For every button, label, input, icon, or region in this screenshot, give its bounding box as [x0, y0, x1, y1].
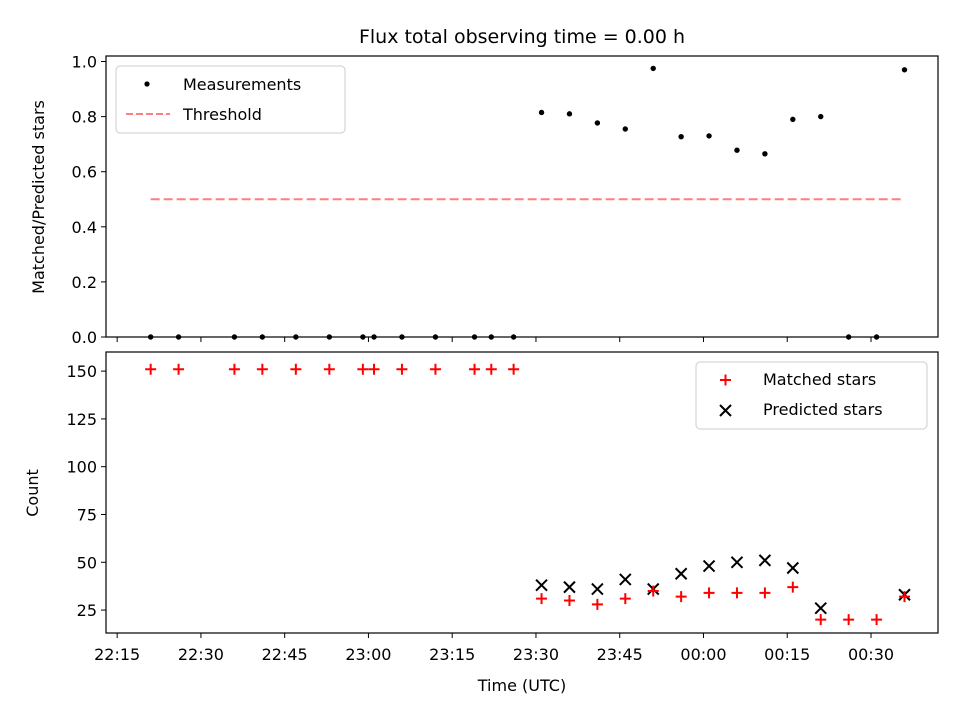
matched-stars-point	[591, 598, 603, 610]
top-y-axis: 0.0 0.2 0.4 0.6 0.8 1.0	[72, 53, 106, 347]
x-tick-label: 23:45	[597, 645, 643, 664]
bottom-y-tick-label: 50	[77, 553, 97, 572]
legend-measurements-label: Measurements	[183, 75, 301, 94]
matched-stars-point	[675, 591, 687, 603]
bottom-y-tick-label: 125	[66, 410, 97, 429]
measurement-point	[734, 147, 740, 153]
top-legend: Measurements Threshold	[115, 65, 346, 134]
bottom-legend-box	[695, 361, 928, 430]
bottom-y-axis: 25 50 75 100 125 150	[66, 362, 106, 620]
legend-predicted-label: Predicted stars	[763, 400, 883, 419]
predicted-stars-point	[758, 554, 772, 567]
bottom-y-axis-label: Count	[23, 469, 42, 517]
matched-stars-point	[703, 587, 715, 599]
matched-stars-point	[396, 363, 408, 375]
matched-stars-point	[485, 363, 497, 375]
matched-stars-point	[429, 363, 441, 375]
matched-stars-point	[898, 591, 910, 603]
bottom-x-axis: 22:15 22:30 22:45 23:00 23:15 23:30 23:45 00:00…	[94, 633, 894, 664]
matched-stars-point	[469, 363, 481, 375]
matched-stars-point	[759, 587, 771, 599]
matched-stars-point	[843, 614, 855, 626]
bottom-y-tick-label: 25	[77, 601, 97, 620]
top-legend-box	[115, 65, 346, 134]
matched-stars-point	[357, 363, 369, 375]
bottom-legend: Matched stars Predicted stars	[695, 361, 928, 430]
top-y-tick-label: 0.4	[72, 218, 97, 237]
top-y-tick-label: 0.2	[72, 273, 97, 292]
matched-stars-point	[256, 363, 268, 375]
legend-matched-marker	[720, 374, 731, 386]
legend-matched-label: Matched stars	[763, 370, 876, 389]
measurement-point	[818, 113, 824, 120]
bottom-y-tick-label: 100	[66, 458, 97, 477]
predicted-stars-point	[814, 601, 827, 615]
bottom-plot-panel: 25 50 75 100 125 150 22:15 22:30 22:45 23:00 23:1…	[23, 351, 939, 695]
top-y-tick-label: 0.0	[72, 328, 97, 347]
measurement-point	[678, 134, 684, 140]
x-tick-label: 22:15	[94, 645, 140, 664]
predicted-stars-point	[591, 582, 604, 596]
top-y-tick-label: 0.6	[72, 163, 97, 182]
x-tick-label: 22:30	[178, 645, 224, 664]
predicted-stars-point	[563, 580, 576, 594]
measurement-point	[762, 151, 768, 157]
x-tick-label: 00:00	[680, 645, 726, 664]
matched-stars-point	[145, 363, 157, 375]
matched-stars-point	[619, 593, 631, 605]
matched-stars-point	[815, 614, 827, 626]
matched-stars-point	[787, 581, 799, 593]
predicted-stars-point	[786, 561, 800, 575]
top-x-axis-ticks	[116, 337, 872, 342]
x-tick-label: 23:30	[513, 645, 559, 664]
bottom-plot-area	[145, 363, 911, 626]
matched-stars-point	[731, 587, 743, 599]
bottom-y-tick-label: 150	[66, 362, 97, 381]
measurement-point	[650, 65, 656, 72]
matched-stars-point	[647, 585, 659, 597]
matched-stars-point	[323, 363, 335, 375]
x-tick-label: 23:15	[429, 645, 475, 664]
matched-stars-point	[368, 363, 380, 375]
measurement-point	[594, 120, 601, 126]
x-tick-label: 00:30	[848, 645, 894, 664]
measurement-point	[538, 109, 545, 116]
measurement-point	[566, 111, 573, 117]
x-axis-label: Time (UTC)	[477, 676, 566, 695]
top-axes-frame	[105, 55, 939, 338]
legend-measurements-marker	[144, 81, 150, 87]
predicted-stars-point	[535, 579, 548, 592]
top-y-tick-label: 0.8	[72, 108, 97, 127]
matched-stars-point	[563, 595, 575, 607]
legend-predicted-marker	[719, 404, 732, 417]
x-tick-label: 00:15	[764, 645, 810, 664]
predicted-stars-point	[619, 573, 632, 586]
measurement-point	[622, 126, 629, 132]
legend-threshold-label: Threshold	[182, 105, 262, 124]
bottom-axes-frame	[105, 351, 939, 634]
measurement-point	[790, 116, 796, 123]
matched-stars-point	[536, 593, 548, 605]
measurement-point	[706, 133, 712, 139]
x-tick-label: 22:45	[262, 645, 308, 664]
top-y-axis-label: Matched/Predicted stars	[29, 100, 48, 294]
predicted-stars-point	[730, 556, 744, 569]
matched-stars-point	[290, 363, 302, 375]
measurement-point	[901, 67, 908, 73]
bottom-y-tick-label: 75	[77, 505, 97, 524]
matched-stars-point	[228, 363, 240, 375]
x-tick-label: 23:00	[345, 645, 391, 664]
predicted-stars-point	[702, 559, 716, 573]
top-plot-panel: 0.0 0.2 0.4 0.6 0.8 1.0 Matched/Predicted sta…	[29, 53, 939, 347]
matched-stars-point	[173, 363, 185, 375]
matched-stars-point	[508, 363, 520, 375]
chart-title: Flux total observing time = 0.00 h	[359, 26, 685, 48]
top-y-tick-label: 1.0	[72, 53, 97, 72]
matched-stars-point	[871, 614, 883, 626]
predicted-stars-point	[674, 567, 688, 580]
